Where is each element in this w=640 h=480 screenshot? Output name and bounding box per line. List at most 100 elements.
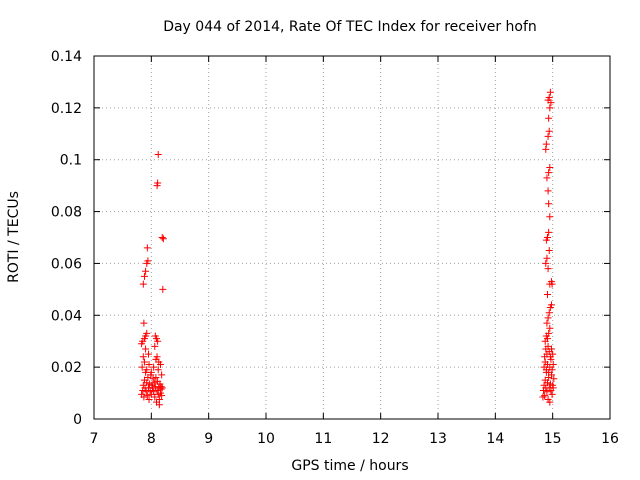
data-point	[545, 246, 553, 254]
data-point	[545, 127, 553, 135]
data-point	[544, 314, 552, 322]
data-point	[548, 390, 556, 398]
data-point	[151, 342, 159, 350]
data-point	[544, 291, 552, 299]
data-point	[155, 358, 163, 366]
data-point	[548, 301, 556, 309]
data-point	[143, 244, 151, 252]
data-point	[144, 350, 152, 358]
data-point	[546, 213, 554, 221]
data-point	[142, 267, 150, 275]
y-tick-labels: 0 0.02 0.04 0.06 0.08 0.1 0.12 0.14	[51, 49, 82, 428]
y-axis-label: ROTI / TECUs	[6, 191, 22, 283]
x-tick-labels: 7 8 9 10 11 12 13 14 15 16	[90, 431, 619, 447]
data-point	[548, 280, 556, 288]
data-point	[152, 374, 160, 382]
data-point	[155, 401, 163, 409]
y-tick-label: 0.04	[51, 308, 82, 324]
y-tick-label: 0.06	[51, 256, 82, 272]
data-point	[545, 200, 553, 208]
data-point	[544, 265, 552, 273]
chart-title: Day 044 of 2014, Rate Of TEC Index for r…	[163, 19, 537, 35]
y-tick-label: 0	[73, 412, 82, 428]
data-point	[150, 363, 158, 371]
data-point	[545, 329, 553, 337]
x-axis-label: GPS time / hours	[291, 458, 408, 474]
data-point	[150, 379, 158, 387]
grid-lines	[94, 56, 610, 419]
data-point	[544, 379, 552, 387]
data-point	[159, 285, 167, 293]
data-point	[542, 259, 550, 267]
data-point	[145, 361, 153, 369]
data-point	[142, 388, 150, 396]
data-point	[544, 132, 552, 140]
data-point	[549, 350, 557, 358]
data-point	[158, 234, 166, 241]
x-tick-label: 15	[544, 431, 562, 447]
data-point	[154, 366, 162, 374]
data-point	[158, 371, 166, 379]
data-point	[545, 309, 553, 317]
data-point	[545, 93, 553, 101]
data-point	[153, 353, 161, 361]
data-point	[543, 388, 551, 396]
data-point	[139, 353, 147, 361]
data-point	[548, 345, 556, 353]
plot-frame	[93, 55, 611, 420]
data-point	[159, 235, 167, 243]
data-point	[157, 383, 165, 391]
data-point	[542, 236, 550, 244]
data-point	[549, 361, 557, 369]
data-point	[546, 104, 554, 112]
data-point	[546, 163, 554, 171]
data-point	[546, 88, 554, 96]
x-tick-label: 11	[314, 431, 332, 447]
data-point	[143, 392, 151, 400]
data-points	[138, 88, 558, 409]
data-point	[548, 366, 556, 374]
data-point	[140, 319, 148, 327]
x-tick-label: 13	[429, 431, 447, 447]
data-point	[145, 396, 153, 404]
data-point	[539, 393, 547, 401]
data-point	[148, 384, 156, 392]
data-point	[543, 254, 551, 262]
data-point	[541, 392, 549, 400]
data-point	[542, 145, 550, 153]
data-point	[546, 398, 554, 406]
y-tick-label: 0.1	[60, 153, 82, 169]
data-point	[550, 375, 558, 383]
data-point	[542, 140, 550, 148]
data-point	[549, 384, 557, 392]
x-tick-label: 7	[90, 431, 99, 447]
data-point	[143, 366, 151, 374]
data-point	[158, 392, 166, 400]
data-point	[158, 384, 166, 392]
data-point	[543, 319, 551, 327]
x-tick-label: 14	[486, 431, 504, 447]
data-point	[140, 393, 148, 401]
y-tick-label: 0.08	[51, 205, 82, 221]
data-point	[143, 379, 151, 387]
x-tick-label: 9	[204, 431, 213, 447]
data-point	[154, 179, 162, 187]
y-tick-label: 0.02	[51, 360, 82, 376]
data-point	[140, 272, 148, 280]
x-tick-label: 16	[601, 431, 619, 447]
data-point	[142, 345, 150, 353]
data-point	[143, 329, 151, 337]
data-point	[543, 174, 551, 182]
data-point	[150, 388, 158, 396]
x-tick-label: 12	[372, 431, 390, 447]
data-point	[544, 187, 552, 195]
data-point	[138, 363, 146, 371]
data-point	[139, 280, 147, 288]
data-point	[545, 114, 553, 122]
data-point	[154, 151, 162, 159]
data-point	[547, 99, 555, 107]
data-point	[546, 324, 554, 332]
y-tick-label: 0.12	[51, 101, 82, 117]
axis-ticks	[93, 55, 611, 420]
